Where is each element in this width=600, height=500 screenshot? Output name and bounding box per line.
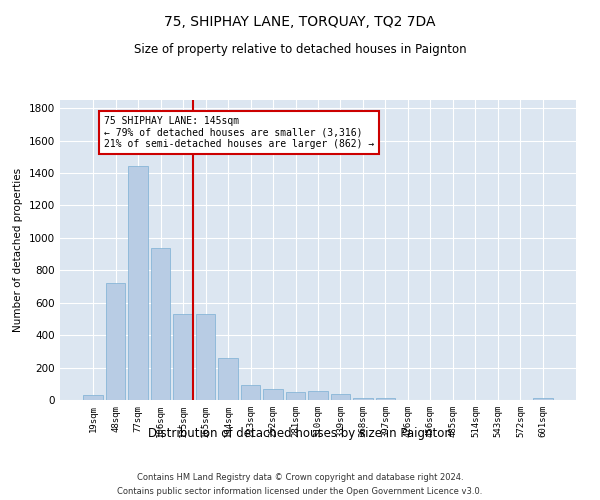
Bar [173, 314, 193, 400]
Text: Distribution of detached houses by size in Paignton: Distribution of detached houses by size … [148, 428, 452, 440]
Y-axis label: Number of detached properties: Number of detached properties [13, 168, 23, 332]
Bar [353, 398, 373, 400]
Bar [196, 314, 215, 400]
Bar [308, 391, 328, 400]
Text: 75, SHIPHAY LANE, TORQUAY, TQ2 7DA: 75, SHIPHAY LANE, TORQUAY, TQ2 7DA [164, 15, 436, 29]
Bar [151, 248, 170, 400]
Bar [83, 395, 103, 400]
Text: Contains public sector information licensed under the Open Government Licence v3: Contains public sector information licen… [118, 488, 482, 496]
Bar [106, 283, 125, 400]
Bar [241, 384, 260, 400]
Bar [376, 398, 395, 400]
Text: Contains HM Land Registry data © Crown copyright and database right 2024.: Contains HM Land Registry data © Crown c… [137, 472, 463, 482]
Bar [331, 394, 350, 400]
Bar [218, 358, 238, 400]
Bar [128, 166, 148, 400]
Bar [263, 390, 283, 400]
Bar [286, 392, 305, 400]
Bar [533, 398, 553, 400]
Text: Size of property relative to detached houses in Paignton: Size of property relative to detached ho… [134, 42, 466, 56]
Text: 75 SHIPHAY LANE: 145sqm
← 79% of detached houses are smaller (3,316)
21% of semi: 75 SHIPHAY LANE: 145sqm ← 79% of detache… [104, 116, 374, 150]
